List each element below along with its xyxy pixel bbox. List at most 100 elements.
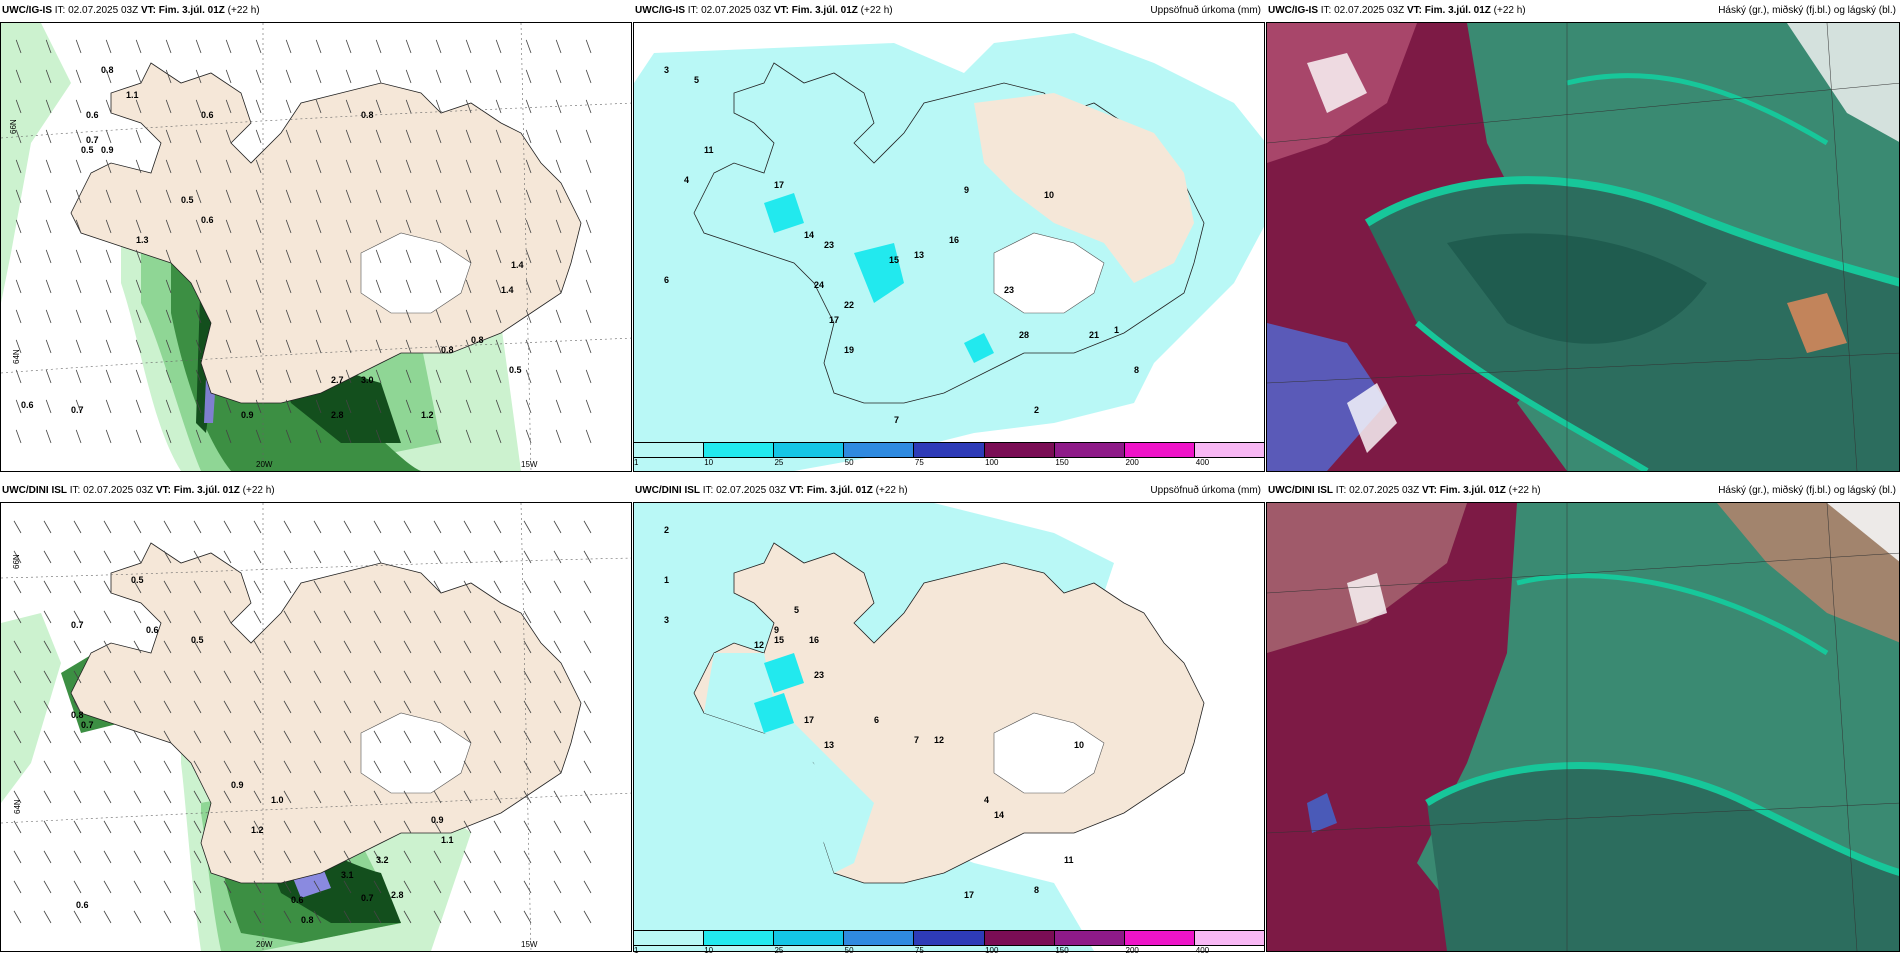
lead-time: (+22 h): [860, 5, 893, 16]
map-value-label: 14: [804, 230, 814, 240]
wind-barb: [463, 580, 472, 594]
wind-barb: [493, 520, 502, 534]
wind-barb: [463, 640, 472, 654]
wind-barb: [253, 760, 262, 774]
wind-barb: [375, 219, 382, 234]
colorbar-cell: [844, 443, 915, 457]
model-name: UWC/DINI ISL: [1268, 485, 1333, 496]
wind-barb: [405, 429, 412, 444]
map-value-label: 17: [829, 315, 839, 325]
wind-precip-map: 20W 15W 66N 64N 0.50.7 0.60.50.80.70.91.0…: [1, 503, 631, 951]
wind-barb: [283, 760, 292, 774]
wind-barb: [103, 550, 112, 564]
wind-barb: [15, 129, 22, 144]
panel-title: Uppsöfnuð úrkoma (mm): [1150, 5, 1261, 16]
wind-barb: [45, 99, 52, 114]
wind-barb: [195, 69, 202, 84]
colorbar-cell: [704, 931, 775, 945]
wind-barb: [585, 279, 592, 294]
wind-barb: [105, 309, 112, 324]
map-frame: 2 1 3 5 9 12 15 16 23 17 13 6 7 12 4 14 17 8 11 10: [633, 502, 1265, 952]
wind-barb: [253, 700, 262, 714]
wind-barb: [133, 640, 142, 654]
colorbar-cell: [704, 443, 775, 457]
wind-barb: [493, 760, 502, 774]
it-value: 02.07.2025 03Z: [68, 5, 139, 16]
wind-precip-map: 20W 15W 66N 64N 0.80.60.70.5 0.91.10.6 0.8…: [1, 23, 631, 471]
wind-barb: [195, 429, 202, 444]
wind-barb: [133, 610, 142, 624]
colorbar-tick-label: 100: [985, 458, 999, 467]
map-value-label: 3.2: [376, 855, 389, 865]
wind-barb: [493, 700, 502, 714]
vt-value: Fim. 3.júl. 01Z: [791, 5, 858, 16]
wind-barb: [195, 369, 202, 384]
wind-barb: [43, 880, 52, 894]
wind-barb: [253, 820, 262, 834]
wind-barb: [163, 700, 172, 714]
wind-barb: [433, 730, 442, 744]
cloud-map: [1267, 23, 1899, 471]
map-value-label: 12: [934, 735, 944, 745]
lon-label-20w: 20W: [256, 460, 273, 469]
wind-barb: [585, 369, 592, 384]
colorbar-cell: [984, 931, 1055, 945]
it-value: 02.07.2025 03Z: [83, 485, 154, 496]
wind-barb: [15, 339, 22, 354]
map-value-label: 0.9: [101, 145, 114, 155]
colorbar-cells: [633, 930, 1265, 946]
wind-barb: [225, 369, 232, 384]
wind-barb: [343, 790, 352, 804]
vt-label: VT:: [140, 5, 156, 16]
wind-barb: [283, 610, 292, 624]
wind-barb: [135, 279, 142, 294]
wind-barb: [435, 39, 442, 54]
wind-barb: [135, 39, 142, 54]
wind-barb: [225, 339, 232, 354]
wind-barb: [405, 129, 412, 144]
wind-barb: [165, 69, 172, 84]
wind-barb: [103, 670, 112, 684]
wind-barb: [165, 189, 172, 204]
panel-wind-bottom: UWC/DINI ISL IT: 02.07.2025 03Z VT: Fim.…: [0, 480, 632, 952]
colorbar-cell: [1054, 443, 1125, 457]
wind-barb: [285, 129, 292, 144]
wind-barb: [493, 910, 502, 924]
colorbar-tick-label: 50: [844, 946, 854, 955]
lon-label-15w: 15W: [521, 940, 538, 949]
wind-barb: [463, 760, 472, 774]
wind-barb: [553, 670, 562, 684]
wind-barb: [195, 99, 202, 114]
panel-header: UWC/DINI ISL IT: 02.07.2025 03Z VT: Fim.…: [0, 480, 632, 502]
wind-barb: [373, 910, 382, 924]
wind-barb: [315, 99, 322, 114]
wind-barb: [255, 39, 262, 54]
wind-barb: [555, 399, 562, 414]
wind-barb: [403, 880, 412, 894]
wind-barb: [495, 369, 502, 384]
wind-barb: [13, 520, 22, 534]
panel-header: UWC/DINI ISL IT: 02.07.2025 03Z VT: Fim.…: [1266, 480, 1900, 502]
wind-barb: [463, 820, 472, 834]
wind-barb: [103, 910, 112, 924]
wind-barb: [223, 730, 232, 744]
wind-barb: [343, 520, 352, 534]
wind-barb: [525, 309, 532, 324]
wind-barb: [583, 760, 592, 774]
wind-barb: [43, 760, 52, 774]
wind-value-labels: 0.50.7 0.60.50.80.70.91.01.23.23.12.80.70…: [71, 575, 454, 925]
wind-barb: [313, 700, 322, 714]
wind-barb: [73, 610, 82, 624]
wind-barb: [13, 580, 22, 594]
model-name: UWC/IG-IS: [1268, 5, 1318, 16]
wind-barb: [523, 850, 532, 864]
wind-barb: [103, 820, 112, 834]
wind-barb: [585, 429, 592, 444]
wind-barb: [255, 429, 262, 444]
wind-barb: [583, 820, 592, 834]
wind-barb: [73, 850, 82, 864]
lat-label-64: 64N: [12, 349, 21, 364]
wind-barb: [585, 399, 592, 414]
wind-barb: [403, 580, 412, 594]
